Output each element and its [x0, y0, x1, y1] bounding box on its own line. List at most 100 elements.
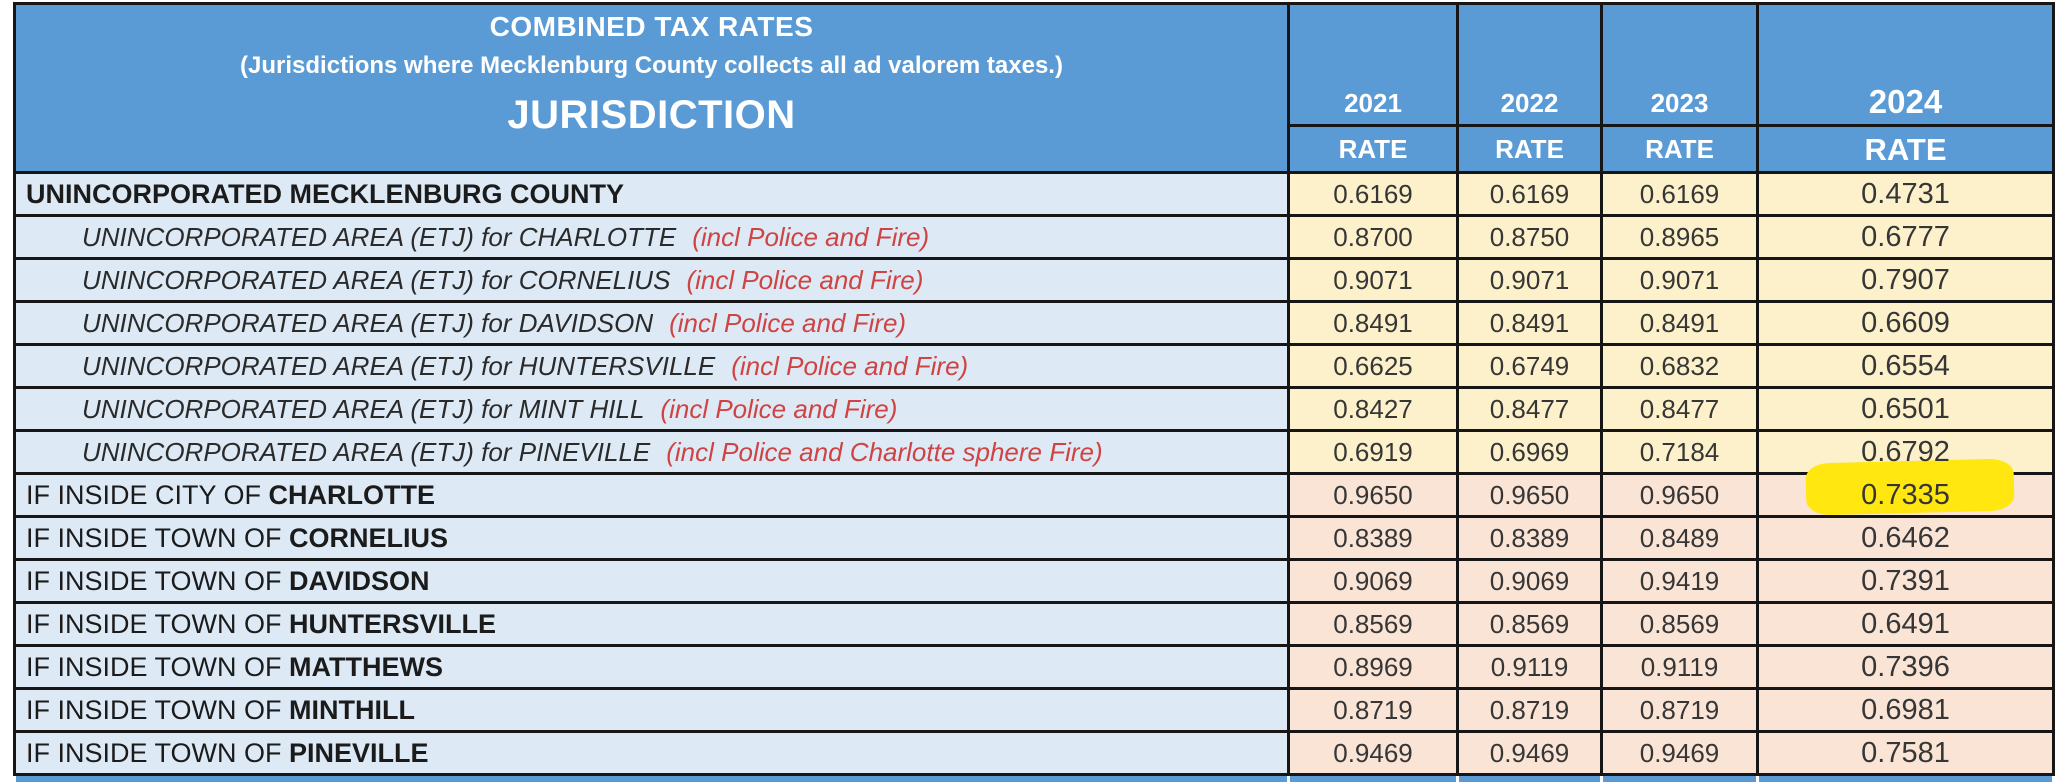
rate-cell-2022: 0.9119 — [1459, 647, 1600, 687]
rate-value: 0.6969 — [1489, 437, 1570, 467]
jurisdiction-label: IF INSIDE TOWN OF — [26, 565, 282, 596]
rate-value: 0.6554 — [1861, 349, 1950, 382]
table-header-jurisdiction: COMBINED TAX RATES (Jurisdictions where … — [16, 5, 1287, 171]
rate-value: 0.8569 — [1639, 609, 1720, 639]
next-section-header-strip — [13, 776, 2061, 782]
rate-value: 0.6981 — [1861, 693, 1950, 726]
rate-cell-2023: 0.9119 — [1603, 647, 1756, 687]
rate-cell-2024: 0.6981 — [1759, 690, 2052, 730]
jurisdiction-label: IF INSIDE TOWN OF — [26, 651, 282, 682]
rate-value: 0.8969 — [1333, 652, 1413, 682]
jurisdiction-name: HUNTERSVILLE — [281, 608, 497, 639]
jurisdiction-cell: UNINCORPORATED AREA (ETJ) for DAVIDSON (i… — [16, 303, 1287, 343]
year-header-2024: 2024 — [1759, 5, 2052, 124]
rate-cell-2021: 0.9069 — [1290, 561, 1456, 601]
rate-cell-2022: 0.9069 — [1459, 561, 1600, 601]
jurisdiction-cell: IF INSIDE TOWN OF DAVIDSON — [16, 561, 1287, 601]
rate-cell-2021: 0.9650 — [1290, 475, 1456, 515]
rate-cell-2023: 0.8569 — [1603, 604, 1756, 644]
rate-value: 0.8491 — [1489, 308, 1570, 338]
rate-cell-2024: 0.7581 — [1759, 733, 2052, 773]
jurisdiction-label: UNINCORPORATED AREA (ETJ) for DAVIDSON — [82, 308, 654, 338]
rate-value: 0.6491 — [1861, 607, 1950, 640]
rate-value: 0.8389 — [1489, 523, 1570, 553]
rate-cell-2021: 0.6625 — [1290, 346, 1456, 386]
jurisdiction-cell: UNINCORPORATED MECKLENBURG COUNTY — [16, 174, 1287, 214]
rate-cell-2023: 0.9071 — [1603, 260, 1756, 300]
rate-value: 0.9069 — [1333, 566, 1413, 596]
rate-value: 0.8700 — [1333, 222, 1413, 252]
rate-cell-2021: 0.6169 — [1290, 174, 1456, 214]
rate-cell-2021: 0.8427 — [1290, 389, 1456, 429]
jurisdiction-note: (incl Police and Fire) — [660, 394, 898, 424]
rate-value: 0.7396 — [1861, 650, 1950, 683]
year-header-2021: 2021 — [1290, 5, 1456, 124]
rate-value: 0.8750 — [1489, 222, 1570, 252]
jurisdiction-label: IF INSIDE TOWN OF — [26, 522, 282, 553]
rate-cell-2021: 0.8389 — [1290, 518, 1456, 558]
rate-cell-2024: 0.7391 — [1759, 561, 2052, 601]
rate-header-2022: RATE — [1459, 127, 1600, 171]
rate-cell-2024: 0.6609 — [1759, 303, 2052, 343]
rate-value: 0.7391 — [1861, 564, 1950, 597]
rate-value: 0.8491 — [1333, 308, 1413, 338]
rate-value: 0.8719 — [1333, 695, 1413, 725]
rate-cell-2021: 0.8569 — [1290, 604, 1456, 644]
rate-cell-2022: 0.8569 — [1459, 604, 1600, 644]
rate-cell-2023: 0.8491 — [1603, 303, 1756, 343]
rate-value: 0.9119 — [1640, 652, 1719, 682]
rate-value: 0.7581 — [1861, 736, 1950, 769]
jurisdiction-cell: IF INSIDE TOWN OF MATTHEWS — [16, 647, 1287, 687]
year-header-2023: 2023 — [1603, 5, 1756, 124]
jurisdiction-cell: IF INSIDE TOWN OF HUNTERSVILLE — [16, 604, 1287, 644]
rate-cell-2022: 0.8389 — [1459, 518, 1600, 558]
rate-value: 0.8477 — [1639, 394, 1720, 424]
rate-header-2023: RATE — [1603, 127, 1756, 171]
rate-cell-2021: 0.8719 — [1290, 690, 1456, 730]
jurisdiction-label: UNINCORPORATED AREA (ETJ) for CORNELIUS — [82, 265, 671, 295]
rate-value: 0.8965 — [1639, 222, 1720, 252]
next-section-cell — [1603, 776, 1756, 782]
jurisdiction-note: (incl Police and Charlotte sphere Fire) — [666, 437, 1103, 467]
rate-value: 0.6501 — [1861, 392, 1950, 425]
jurisdiction-label: UNINCORPORATED AREA (ETJ) for MINT HILL — [82, 394, 645, 424]
rate-value: 0.4731 — [1861, 177, 1950, 210]
rate-cell-2024: 0.4731 — [1759, 174, 2052, 214]
rate-header-2024: RATE — [1759, 127, 2052, 171]
rate-value: 0.7184 — [1639, 437, 1720, 467]
rate-value: 0.8719 — [1639, 695, 1720, 725]
rate-value: 0.9071 — [1333, 265, 1413, 295]
rate-value: 0.6832 — [1639, 351, 1720, 381]
rate-value: 0.9469 — [1333, 738, 1413, 768]
rate-cell-2022: 0.9650 — [1459, 475, 1600, 515]
rate-cell-2024: 0.6501 — [1759, 389, 2052, 429]
rate-header-2021: RATE — [1290, 127, 1456, 171]
rate-value: 0.9469 — [1489, 738, 1570, 768]
table-subtitle: (Jurisdictions where Mecklenburg County … — [240, 52, 1063, 79]
rate-cell-2024: 0.7907 — [1759, 260, 2052, 300]
rate-value: 0.9419 — [1639, 566, 1720, 596]
rate-value: 0.9071 — [1489, 265, 1570, 295]
jurisdiction-label: UNINCORPORATED AREA (ETJ) for HUNTERSVIL… — [82, 351, 716, 381]
jurisdiction-cell: UNINCORPORATED AREA (ETJ) for MINT HILL (… — [16, 389, 1287, 429]
rate-cell-2023: 0.7184 — [1603, 432, 1756, 472]
rate-value: 0.6749 — [1489, 351, 1570, 381]
rate-cell-2022: 0.8750 — [1459, 217, 1600, 257]
rate-cell-2022: 0.8491 — [1459, 303, 1600, 343]
rate-value: 0.6777 — [1861, 220, 1950, 253]
jurisdiction-label: IF INSIDE CITY OF — [26, 479, 262, 510]
next-section-cell — [1459, 776, 1600, 782]
rate-value: 0.8719 — [1489, 695, 1570, 725]
tax-rate-table: COMBINED TAX RATES (Jurisdictions where … — [13, 2, 2055, 776]
rate-cell-2024: 0.7335 — [1759, 458, 2052, 516]
table-title: COMBINED TAX RATES — [489, 11, 814, 42]
jurisdiction-name: MATTHEWS — [281, 651, 443, 682]
rate-value: 0.7907 — [1861, 263, 1950, 296]
rate-value: 0.8389 — [1333, 523, 1413, 553]
jurisdiction-label: IF INSIDE TOWN OF — [26, 737, 282, 768]
jurisdiction-cell: UNINCORPORATED AREA (ETJ) for HUNTERSVIL… — [16, 346, 1287, 386]
rate-cell-2023: 0.8477 — [1603, 389, 1756, 429]
rate-cell-2022: 0.6169 — [1459, 174, 1600, 214]
jurisdiction-cell: IF INSIDE TOWN OF CORNELIUS — [16, 518, 1287, 558]
